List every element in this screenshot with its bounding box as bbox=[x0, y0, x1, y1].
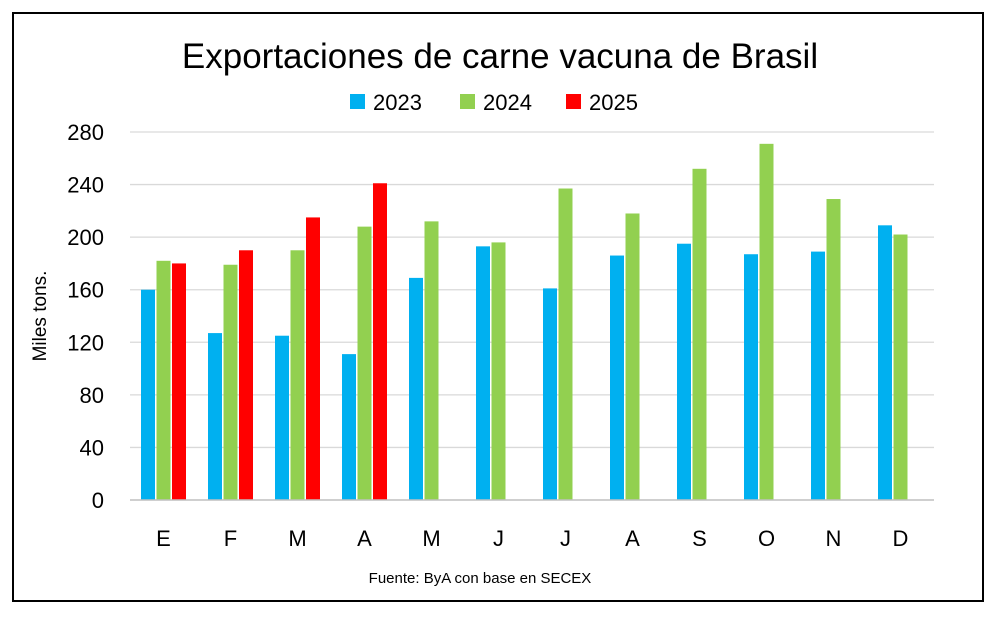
x-tick-label: O bbox=[758, 526, 775, 551]
bar-2024-9 bbox=[759, 143, 774, 501]
y-tick-label: 240 bbox=[67, 173, 104, 198]
bar-2024-0 bbox=[156, 260, 171, 500]
bar-2023-4 bbox=[409, 277, 423, 500]
bar-2024-1 bbox=[223, 264, 238, 500]
x-tick-label: J bbox=[493, 526, 504, 551]
bar-2024-4 bbox=[424, 221, 439, 500]
bar-2023-1 bbox=[208, 333, 222, 500]
chart-title: Exportaciones de carne vacuna de Brasil bbox=[182, 37, 818, 76]
bar-2025-2 bbox=[306, 217, 320, 500]
legend-swatch-2023 bbox=[350, 94, 365, 109]
bar-2023-0 bbox=[141, 289, 155, 500]
bar-2024-2 bbox=[290, 250, 305, 500]
x-tick-label: E bbox=[156, 526, 171, 551]
bar-2023-9 bbox=[744, 254, 758, 500]
legend-label-2024: 2024 bbox=[483, 90, 532, 115]
bar-2024-11 bbox=[893, 234, 908, 500]
y-tick-label: 40 bbox=[80, 435, 104, 460]
bar-2023-5 bbox=[476, 246, 490, 500]
y-axis-ticks: 0 40 80 120 160 200 240 280 bbox=[67, 120, 104, 513]
bar-2024-6 bbox=[558, 188, 573, 500]
x-tick-label: M bbox=[288, 526, 306, 551]
legend-label-2025: 2025 bbox=[589, 90, 638, 115]
y-tick-label: 120 bbox=[67, 330, 104, 355]
bar-2024-8 bbox=[692, 168, 707, 501]
bar-2024-3 bbox=[357, 226, 372, 500]
bar-2023-6 bbox=[543, 288, 557, 500]
legend-label-2023: 2023 bbox=[373, 90, 422, 115]
bar-2023-8 bbox=[677, 243, 691, 500]
y-axis-label: Miles tons. bbox=[30, 271, 51, 362]
bar-2024-10 bbox=[826, 199, 841, 500]
y-tick-label: 200 bbox=[67, 225, 104, 250]
bar-2024-5 bbox=[491, 242, 506, 500]
bar-2023-11 bbox=[878, 225, 892, 501]
source-note: Fuente: ByA con base en SECEX bbox=[369, 570, 592, 587]
bar-2025-3 bbox=[373, 183, 387, 500]
gridlines bbox=[130, 131, 934, 449]
legend-swatch-2024 bbox=[460, 94, 475, 109]
y-tick-label: 0 bbox=[92, 488, 104, 513]
bar-2025-1 bbox=[239, 250, 253, 500]
y-tick-label: 280 bbox=[67, 120, 104, 145]
x-tick-label: A bbox=[357, 526, 372, 551]
bar-2023-10 bbox=[811, 251, 825, 500]
x-tick-label: F bbox=[224, 526, 237, 551]
bar-2023-3 bbox=[342, 354, 356, 500]
y-tick-label: 160 bbox=[67, 278, 104, 303]
bars bbox=[141, 143, 908, 501]
bar-2025-0 bbox=[172, 263, 186, 500]
bar-2023-2 bbox=[275, 335, 289, 500]
x-tick-label: N bbox=[826, 526, 842, 551]
legend: 2023 2024 2025 bbox=[350, 90, 638, 115]
x-tick-label: J bbox=[560, 526, 571, 551]
x-tick-label: S bbox=[692, 526, 707, 551]
x-tick-label: A bbox=[625, 526, 640, 551]
y-tick-label: 80 bbox=[80, 383, 104, 408]
bar-2024-7 bbox=[625, 213, 640, 500]
x-tick-label: D bbox=[893, 526, 909, 551]
legend-swatch-2025 bbox=[566, 94, 581, 109]
x-tick-label: M bbox=[422, 526, 440, 551]
bar-2023-7 bbox=[610, 255, 624, 500]
